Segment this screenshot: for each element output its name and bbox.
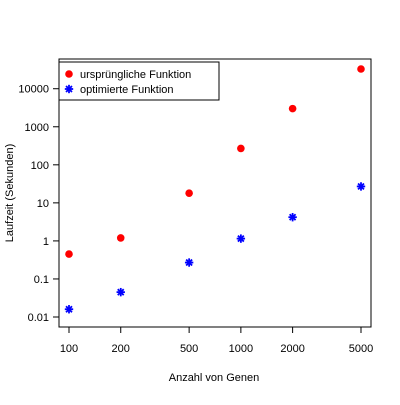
y-tick-label: 10: [37, 198, 49, 210]
y-tick-label: 1000: [25, 122, 49, 134]
plot-area-frame: [58, 58, 372, 328]
data-point: [65, 250, 73, 258]
legend-label: ursprüngliche Funktion: [80, 69, 191, 81]
data-point: [288, 212, 297, 222]
series-2: [64, 182, 366, 314]
series-1: [65, 65, 365, 258]
legend-marker: [64, 84, 74, 94]
x-tick-label: 200: [112, 343, 130, 355]
legend-items: ursprüngliche Funktion optimierte Funktio…: [64, 69, 191, 96]
y-tick-label: 0.1: [34, 274, 49, 286]
x-tick-label: 1000: [229, 343, 253, 355]
x-axis: 100 200 500 1000 2000 5000: [60, 327, 373, 355]
data-point: [356, 182, 366, 191]
x-tick-label: 100: [60, 343, 78, 355]
legend-box: [58, 61, 220, 101]
data-point: [64, 305, 74, 314]
y-tick-label: 0.01: [28, 312, 49, 324]
x-axis-title: Anzahl von Genen: [169, 372, 260, 384]
legend: ursprüngliche Funktion optimierte Funktio…: [58, 61, 220, 101]
data-point: [116, 287, 125, 297]
y-axis-title: Laufzeit (Sekunden): [4, 144, 16, 242]
x-tick-label: 2000: [280, 343, 304, 355]
y-tick-label: 1: [43, 236, 49, 248]
data-point: [288, 104, 297, 113]
legend-marker: [65, 70, 73, 78]
data-point: [185, 189, 193, 197]
data-point: [184, 258, 194, 267]
data-point: [236, 234, 246, 243]
x-tick-label: 500: [180, 343, 198, 355]
data-point: [116, 234, 125, 242]
data-point: [357, 65, 365, 73]
legend-label: optimierte Funktion: [80, 84, 174, 96]
x-tick-label: 5000: [349, 343, 373, 355]
y-tick-label: 100: [31, 160, 49, 172]
y-tick-label: 10000: [18, 84, 49, 96]
series-layer: [64, 65, 366, 314]
data-point: [237, 144, 245, 153]
y-axis: 0.01 0.1 1 10 100 1000 10000: [18, 84, 59, 324]
